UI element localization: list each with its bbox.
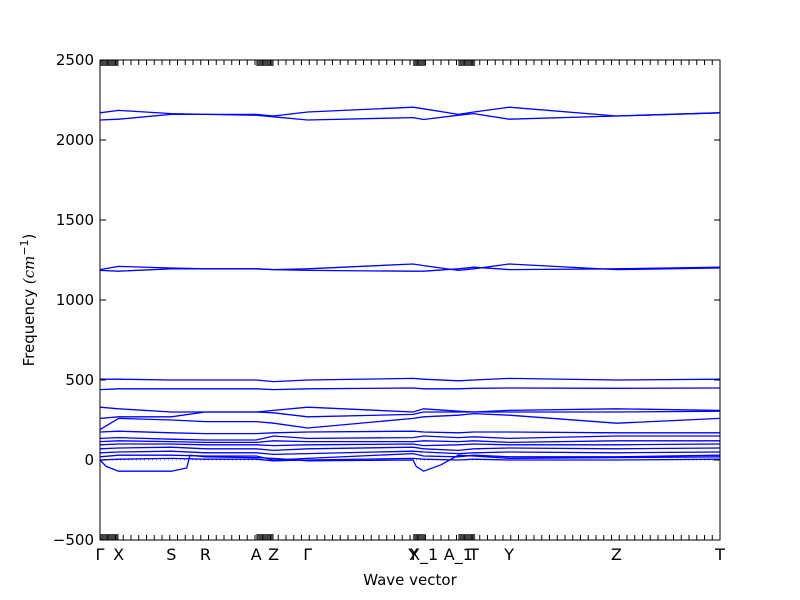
band-line-18: [99, 457, 721, 462]
x-axis-ticks: Γ X S R A Z Γ YX_1 A_1T Y Z T: [96, 545, 726, 565]
band-line-5: [100, 377, 721, 383]
band-line-17: [99, 454, 721, 472]
x-tick-label-2: X: [113, 545, 124, 564]
band-line-11: [99, 435, 720, 441]
band-line-7: [99, 406, 721, 413]
band-line-16: [99, 452, 721, 461]
x-axis-label: Wave vector: [363, 571, 457, 589]
qpoint-tick-band-bottom-4: [458, 534, 476, 540]
x-tick-label-4: R: [200, 545, 211, 564]
x-tick-label-13: Z: [611, 545, 622, 564]
y-tick-label: 500: [65, 371, 94, 389]
x-tick-label-6: Z: [268, 545, 279, 564]
y-axis-label-exponent: −1: [18, 239, 31, 255]
y-tick-label: −500: [53, 531, 94, 549]
x-tick-label-5: A: [251, 545, 262, 564]
qpoint-tick-band-top-4: [458, 60, 476, 66]
band-line-15: [99, 450, 721, 456]
band-series-group: [99, 106, 721, 472]
x-tick-label-10: A_1: [444, 545, 473, 565]
plot-area: [99, 59, 721, 541]
y-tick-label: 0: [84, 451, 94, 469]
y-axis-label: Frequency (cm−1): [18, 234, 38, 367]
y-tick-label: 1000: [56, 291, 94, 309]
band-line-3: [99, 263, 721, 272]
y-tick-label: 2500: [56, 51, 94, 69]
y-axis-label-unit: (cm: [20, 256, 38, 284]
y-axis-label-close: ): [20, 234, 38, 240]
qpoint-tick-band-top-1: [100, 60, 119, 66]
band-line-8: [99, 410, 721, 420]
band-line-9: [99, 412, 721, 431]
x-tick-label-12: Y: [503, 545, 514, 564]
y-axis-label-text: Frequency: [20, 284, 38, 366]
band-line-10: [99, 430, 720, 435]
x-tick-label-1: Γ: [96, 545, 105, 564]
band-line-12: [99, 440, 720, 444]
band-line-4: [99, 266, 721, 272]
x-tick-label-11: T: [468, 545, 479, 564]
qpoint-tick-band-bottom-1: [100, 534, 119, 540]
band-line-14: [99, 446, 721, 452]
qpoint-tick-band-bottom-3: [413, 534, 426, 540]
band-line-2: [99, 112, 721, 121]
band-line-1: [99, 106, 721, 117]
qpoint-tick-band-top-3: [413, 60, 426, 66]
x-tick-label-7: Γ: [303, 545, 312, 564]
y-tick-label: 1500: [56, 211, 94, 229]
band-line-6: [99, 387, 721, 391]
qpoint-tick-band-bottom-2: [256, 534, 274, 540]
y-tick-label: 2000: [56, 131, 94, 149]
x-tick-label-9: X_1: [409, 545, 438, 565]
x-tick-label-14: T: [714, 545, 725, 564]
x-tick-label-3: S: [166, 545, 176, 564]
x-tick-label-8: Y: [407, 545, 418, 564]
qpoint-tick-band-top-2: [256, 60, 274, 66]
y-axis-ticks: −500 0 500 1000 1500 2000 2500: [53, 51, 720, 549]
band-line-13: [99, 443, 721, 447]
